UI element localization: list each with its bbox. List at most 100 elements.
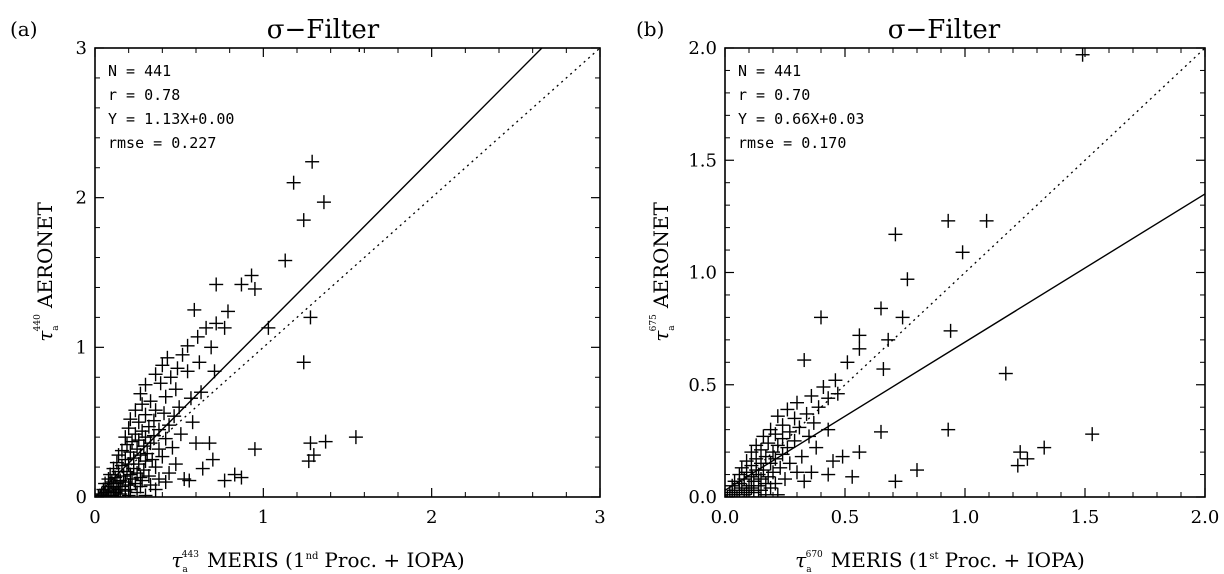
data-point (874, 301, 888, 316)
data-point (845, 469, 860, 484)
data-point (809, 440, 824, 455)
data-point (790, 395, 804, 410)
data-point (888, 227, 903, 242)
data-point (775, 418, 790, 433)
plot-frame-a (94, 47, 601, 498)
data-point (165, 440, 180, 455)
stats-fit-b: Y = 0.66X+0.03 (738, 110, 864, 128)
data-point (852, 341, 867, 356)
data-point (189, 436, 203, 451)
data-point (835, 449, 850, 464)
data-point (888, 474, 903, 489)
data-point (135, 424, 150, 439)
data-point (790, 465, 804, 480)
data-point (202, 436, 217, 451)
data-point (742, 490, 756, 497)
data-point (155, 358, 170, 373)
data-point (806, 415, 821, 430)
data-point (234, 277, 249, 292)
data-point (163, 370, 178, 385)
data-point (830, 386, 845, 401)
data-point (217, 473, 232, 488)
y-tick-label: 0.5 (688, 375, 717, 396)
data-point (814, 310, 828, 325)
data-point (826, 454, 840, 469)
data-point (180, 364, 195, 379)
data-point (182, 473, 197, 488)
data-point (217, 320, 232, 335)
data-point (209, 316, 224, 331)
data-point (782, 424, 797, 439)
data-point (151, 472, 166, 487)
data-point (195, 461, 210, 476)
x-tick-label: 2.0 (1191, 507, 1220, 528)
data-point (187, 302, 202, 317)
data-point (348, 430, 363, 445)
data-point (821, 422, 836, 437)
data-point (799, 406, 814, 421)
data-point (247, 281, 262, 296)
data-point (787, 433, 802, 448)
data-point (135, 473, 150, 488)
data-point (303, 436, 318, 451)
data-point (158, 475, 173, 490)
data-point (358, 48, 360, 53)
data-point (173, 427, 188, 442)
data-point (821, 467, 836, 482)
data-point (305, 154, 320, 169)
data-point (797, 474, 812, 489)
data-point (900, 272, 915, 287)
data-point (792, 420, 807, 435)
data-point (151, 442, 166, 457)
regression-line (725, 193, 1205, 491)
one-to-one-line (95, 48, 600, 497)
data-point (286, 175, 301, 190)
data-point (768, 427, 783, 442)
data-point (778, 472, 792, 487)
data-point (158, 431, 173, 446)
data-point (802, 429, 816, 444)
data-point (180, 338, 195, 353)
data-point (941, 213, 956, 228)
data-point (773, 460, 788, 475)
data-point (185, 415, 200, 430)
data-point (135, 397, 150, 412)
data-point (775, 447, 790, 462)
data-point (162, 418, 177, 433)
panel-title-a: σ−Filter (267, 15, 380, 45)
data-point (136, 439, 151, 454)
stats-rmse-b: rmse = 0.170 (738, 134, 846, 152)
data-point (1075, 48, 1090, 62)
y-tick-label: 3 (76, 38, 87, 59)
stats-box-b: N = 441 r = 0.70 Y = 0.66X+0.03 rmse = 0… (738, 62, 864, 152)
data-point (155, 449, 170, 464)
data-point (876, 362, 891, 377)
data-point (301, 454, 316, 469)
data-point (138, 407, 153, 422)
data-point (316, 195, 331, 210)
data-point (153, 376, 168, 391)
data-point (303, 310, 318, 325)
data-point (128, 403, 143, 418)
data-point (804, 388, 819, 403)
data-point (766, 445, 780, 460)
x-tick-label: 0 (89, 507, 100, 528)
data-point (123, 412, 138, 427)
x-tick-label: 1.5 (1071, 507, 1100, 528)
data-point (852, 445, 867, 460)
y-tick-label: 1.5 (688, 150, 717, 171)
data-point (148, 403, 163, 418)
data-point (770, 487, 785, 497)
stats-fit-a: Y = 1.13X+0.00 (108, 110, 234, 128)
data-point (794, 449, 809, 464)
data-point (1010, 458, 1025, 473)
data-point (109, 490, 124, 497)
y-tick-label: 0 (76, 487, 87, 508)
stats-r-a: r = 0.78 (108, 86, 180, 104)
data-point (131, 415, 146, 430)
data-point (146, 428, 161, 443)
data-point (183, 391, 198, 406)
data-point (296, 213, 311, 228)
data-point (162, 466, 177, 481)
data-point (730, 490, 744, 497)
